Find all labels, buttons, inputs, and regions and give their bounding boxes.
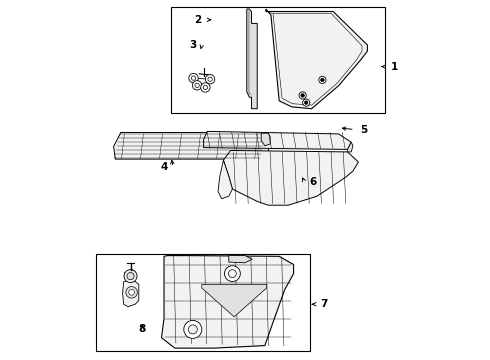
Text: 3: 3: [189, 40, 196, 50]
Circle shape: [303, 99, 310, 106]
Polygon shape: [261, 133, 270, 146]
Text: 8: 8: [139, 324, 146, 334]
Polygon shape: [202, 284, 267, 317]
Text: 2: 2: [195, 15, 202, 25]
Bar: [96, 254, 310, 351]
Circle shape: [201, 83, 210, 92]
Circle shape: [193, 81, 202, 90]
Circle shape: [189, 73, 198, 83]
Circle shape: [208, 77, 212, 81]
Text: 4: 4: [160, 162, 168, 172]
Circle shape: [299, 92, 306, 99]
Text: 7: 7: [320, 299, 328, 309]
Polygon shape: [124, 269, 135, 282]
Circle shape: [127, 273, 134, 280]
Circle shape: [124, 270, 137, 283]
Circle shape: [205, 75, 215, 84]
Circle shape: [192, 76, 196, 80]
Circle shape: [304, 101, 308, 104]
Circle shape: [195, 83, 199, 87]
Polygon shape: [204, 131, 351, 149]
Polygon shape: [114, 132, 269, 159]
Circle shape: [126, 287, 137, 298]
Circle shape: [320, 78, 324, 82]
Polygon shape: [247, 9, 257, 109]
Text: 1: 1: [391, 62, 398, 72]
Polygon shape: [218, 160, 232, 199]
Circle shape: [203, 85, 208, 90]
Polygon shape: [122, 281, 139, 307]
Circle shape: [188, 325, 197, 334]
Polygon shape: [229, 256, 252, 263]
Polygon shape: [266, 9, 368, 109]
Text: 6: 6: [310, 177, 317, 187]
Polygon shape: [223, 150, 358, 205]
Circle shape: [184, 320, 202, 338]
Circle shape: [129, 289, 134, 295]
Polygon shape: [162, 256, 294, 348]
Circle shape: [228, 270, 236, 278]
Circle shape: [224, 266, 240, 282]
Circle shape: [319, 76, 326, 84]
Bar: [171, 7, 386, 113]
Polygon shape: [347, 142, 353, 152]
Circle shape: [301, 94, 304, 97]
Text: 5: 5: [360, 125, 368, 135]
